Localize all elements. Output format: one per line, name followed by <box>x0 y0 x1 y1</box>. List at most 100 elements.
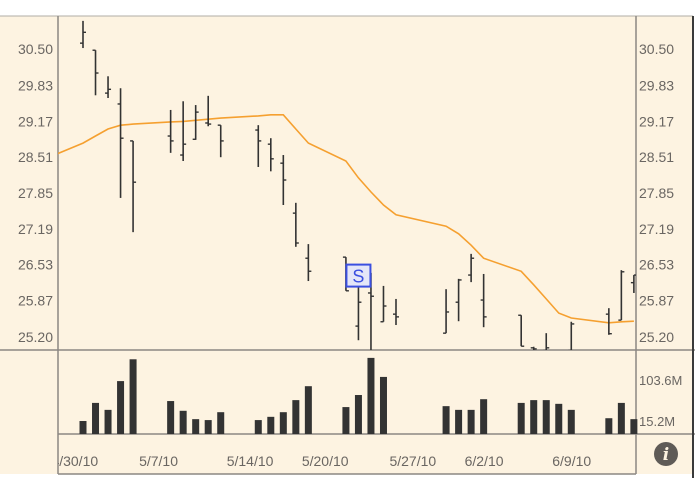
volume-bar <box>304 386 312 434</box>
chart-frame <box>0 15 695 478</box>
signal-marker[interactable]: S <box>345 263 372 288</box>
date-tick: 6/2/10 <box>465 453 504 469</box>
ohlc-bar <box>305 244 312 282</box>
volume-tick: 15.2M <box>639 414 675 429</box>
signal-label: S <box>352 267 364 287</box>
volume-bar <box>367 357 375 434</box>
price-tick-right: 29.83 <box>639 78 674 94</box>
volume-bar <box>217 412 225 434</box>
volume-bar <box>555 403 563 434</box>
price-tick-right: 25.87 <box>639 293 674 309</box>
price-tick-right: 26.53 <box>639 257 674 273</box>
volume-tick: 103.6M <box>639 373 682 388</box>
volume-bar <box>92 402 100 434</box>
price-tick-left: 27.85 <box>18 185 53 201</box>
date-axis: 4/30/10 5/7/10 5/14/10 5/20/10 5/27/10 6/2/10… <box>51 453 591 469</box>
ohlc-bar <box>568 321 575 350</box>
price-tick-right: 25.20 <box>639 329 674 345</box>
ohlc-bar <box>518 314 525 347</box>
price-tick-left: 29.83 <box>18 78 53 94</box>
ohlc-bar <box>630 274 636 293</box>
price-tick-right: 28.51 <box>639 149 674 165</box>
ohlc-bar <box>468 253 475 283</box>
price-tick-right: 27.19 <box>639 221 674 237</box>
volume-bar <box>442 406 450 434</box>
moving-average-line <box>58 114 634 324</box>
axis-labels-layer: 30.50 30.50 29.83 29.83 29.17 29.17 28.51 28.51… <box>18 41 682 469</box>
ohlc-bar <box>393 298 399 326</box>
price-tick-left: 28.51 <box>18 149 53 165</box>
price-tick-right: 29.17 <box>639 113 674 129</box>
ohlc-bar <box>130 140 137 233</box>
volume-bar <box>104 409 112 434</box>
volume-bar <box>254 420 262 434</box>
volume-bar <box>605 418 613 434</box>
date-tick: 5/7/10 <box>139 453 178 469</box>
volume-bar <box>117 381 125 434</box>
volume-bar <box>129 359 137 434</box>
ohlc-bar <box>192 105 199 140</box>
volume-bar <box>79 421 87 434</box>
volume-bar <box>204 420 212 434</box>
volume-bar <box>292 400 300 434</box>
ohlc-bar <box>292 202 299 247</box>
chart-background <box>0 16 693 474</box>
ohlc-bar <box>280 155 287 205</box>
volume-bar <box>630 419 638 434</box>
volume-bar <box>342 407 350 434</box>
price-tick-left: 26.53 <box>18 257 53 273</box>
date-tick: 4/30/10 <box>51 453 98 469</box>
date-tick: 5/20/10 <box>302 453 349 469</box>
volume-bar <box>267 416 275 434</box>
volume-bar <box>354 395 362 434</box>
price-tick-right: 30.50 <box>639 41 674 57</box>
ohlc-bar <box>380 285 387 323</box>
volume-bar <box>617 402 625 434</box>
volume-bar <box>192 419 200 434</box>
ohlc-bar <box>618 270 625 321</box>
ohlc-bar <box>443 289 450 334</box>
ohlc-bar <box>80 20 86 49</box>
ohlc-bar <box>355 285 362 341</box>
info-button[interactable]: i <box>654 442 678 466</box>
volume-bar <box>480 399 488 434</box>
volume-bar <box>379 376 387 434</box>
date-tick: 5/27/10 <box>389 453 436 469</box>
ohlc-bar <box>455 278 462 322</box>
volume-bar <box>455 409 463 434</box>
ohlc-bar <box>205 95 212 127</box>
volume-bar <box>567 409 575 434</box>
ohlc-bar <box>530 346 537 350</box>
price-bars-layer <box>80 20 636 350</box>
volume-bar <box>467 409 475 434</box>
price-tick-left: 25.20 <box>18 329 53 345</box>
volume-bar <box>167 401 175 434</box>
ohlc-bar <box>605 308 612 335</box>
moving-average-layer <box>58 114 634 324</box>
ohlc-bar <box>543 333 550 350</box>
signals-layer[interactable]: S <box>345 263 372 288</box>
ohlc-bar <box>92 49 99 96</box>
volume-bar <box>517 402 525 434</box>
signal-box <box>345 263 372 288</box>
price-tick-left: 27.19 <box>18 221 53 237</box>
date-tick: 6/9/10 <box>552 453 591 469</box>
ohlc-bar <box>480 273 487 328</box>
ohlc-bar <box>217 124 224 158</box>
info-icon[interactable] <box>654 442 678 466</box>
info-icon-glyph: i <box>663 445 669 465</box>
volume-bar <box>542 400 550 434</box>
ohlc-bar <box>117 88 124 198</box>
price-tick-left: 30.50 <box>18 41 53 57</box>
ohlc-bar <box>255 125 262 167</box>
price-tick-right: 27.85 <box>639 185 674 201</box>
ohlc-bar <box>267 138 274 172</box>
volume-bar <box>279 412 287 434</box>
ohlc-bar <box>167 109 174 153</box>
date-tick: 5/14/10 <box>227 453 274 469</box>
volume-bar <box>530 400 538 434</box>
volume-bar <box>179 410 187 434</box>
price-tick-left: 25.87 <box>18 293 53 309</box>
ohlc-bar <box>105 76 112 99</box>
